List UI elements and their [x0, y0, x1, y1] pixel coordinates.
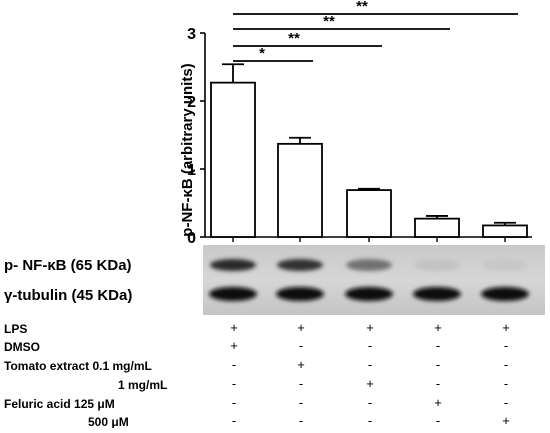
chart-axes: 0 1 2 3 [187, 26, 532, 247]
blot-band [277, 259, 323, 271]
blot-band [210, 259, 256, 271]
treatment-mark: - [504, 376, 508, 391]
treatment-mark: - [436, 357, 440, 372]
treatment-label: 1 mg/mL [118, 378, 167, 392]
blot-band [413, 287, 461, 301]
treatment-mark: + [366, 320, 374, 335]
treatment-mark: - [504, 338, 508, 353]
treatment-mark: - [436, 413, 440, 428]
bar [210, 81, 256, 238]
treatment-mark: - [232, 376, 236, 391]
blot-labels: p- NF-κB (65 KDa) γ-tubulin (45 KDa) [4, 257, 132, 304]
treatment-mark: + [297, 357, 305, 372]
blot-band [346, 259, 392, 271]
significance-label: ** [288, 30, 300, 47]
treatment-mark: - [504, 357, 508, 372]
blot-band [482, 259, 528, 271]
blot-row-label: γ-tubulin (45 KDa) [4, 287, 132, 304]
blot-band [414, 259, 460, 271]
treatment-label: Tomato extract 0.1 mg/mL [4, 359, 152, 373]
bar [414, 217, 460, 238]
treatment-label: 500 μM [88, 415, 129, 428]
treatment-table: LPS + + + + + DMSO + - - - - Tomato extract 0.1 mg/m… [4, 320, 510, 429]
blot-row-label: p- NF-κB (65 KDa) [4, 257, 132, 274]
treatment-mark: - [368, 338, 372, 353]
treatment-mark: + [502, 413, 510, 428]
y-tick-label: 2 [187, 94, 196, 111]
treatment-mark: - [368, 413, 372, 428]
treatment-mark: + [230, 320, 238, 335]
treatment-mark: - [299, 376, 303, 391]
blot-band [345, 287, 393, 301]
treatment-label: DMSO [4, 340, 40, 354]
significance-brackets: ******* [233, 0, 518, 62]
western-blot [203, 245, 545, 315]
treatment-mark: + [434, 395, 442, 410]
bar [277, 142, 323, 238]
treatment-mark: - [436, 376, 440, 391]
blot-band [209, 287, 257, 301]
treatment-mark: + [230, 338, 238, 353]
bar [482, 224, 528, 238]
blot-background [203, 245, 545, 315]
significance-label: ** [323, 13, 335, 30]
treatment-label: LPS [4, 322, 27, 336]
treatment-mark: - [232, 413, 236, 428]
blot-band [481, 287, 529, 301]
treatment-mark: - [368, 395, 372, 410]
blot-band [276, 287, 324, 301]
significance-label: ** [356, 0, 368, 15]
treatment-mark: - [504, 395, 508, 410]
bar [346, 189, 392, 238]
treatment-mark: - [299, 338, 303, 353]
significance-label: * [259, 45, 265, 62]
treatment-mark: - [368, 357, 372, 372]
chart-bars [210, 63, 528, 238]
treatment-label: Feluric acid 125 μM [4, 397, 115, 411]
y-tick-label: 3 [187, 26, 196, 43]
treatment-mark: + [502, 320, 510, 335]
treatment-mark: - [299, 413, 303, 428]
treatment-mark: - [232, 395, 236, 410]
treatment-mark: + [366, 376, 374, 391]
treatment-mark: - [299, 395, 303, 410]
treatment-mark: - [436, 338, 440, 353]
y-tick-label: 1 [187, 162, 196, 179]
treatment-mark: + [434, 320, 442, 335]
treatment-mark: + [297, 320, 305, 335]
treatment-mark: - [232, 357, 236, 372]
y-tick-label: 0 [187, 230, 196, 247]
y-axis-label: p-NF-κB (arbitrary units) [179, 63, 196, 236]
